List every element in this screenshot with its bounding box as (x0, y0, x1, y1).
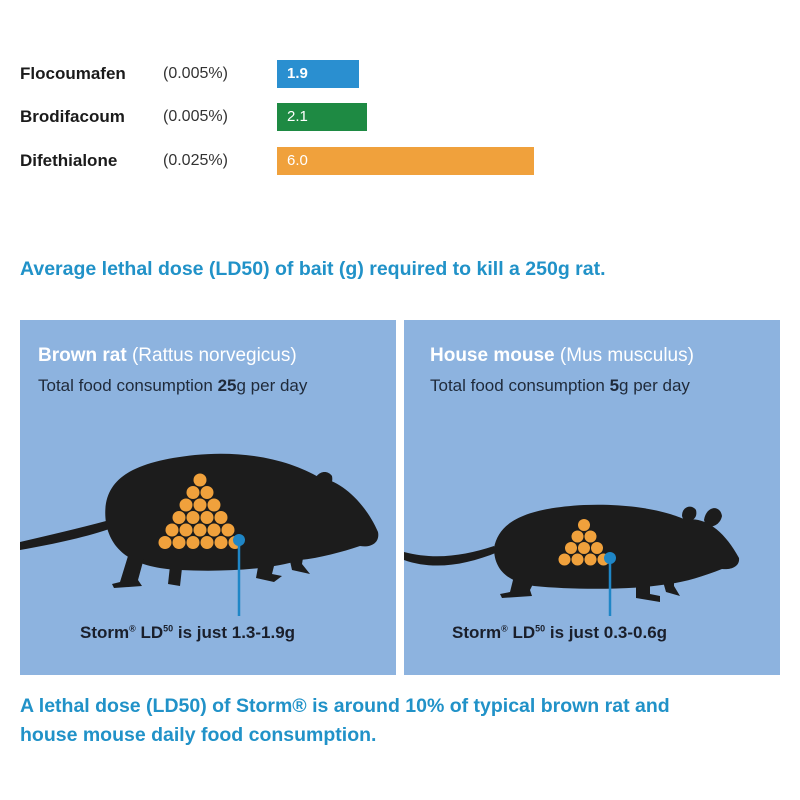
footer-line: A lethal dose (LD50) of Storm® is around… (20, 695, 670, 717)
house-mouse-illustration (404, 504, 740, 616)
ld-text: LD (507, 623, 536, 642)
pellet (200, 511, 214, 524)
pellet (584, 530, 597, 543)
bar-row: Brodifacoum (0.005%) 2.1 (0, 103, 800, 133)
pellet (186, 511, 200, 524)
category-label: Flocoumafen (20, 64, 126, 83)
product-name: Storm (452, 623, 502, 642)
concentration-label: (0.025%) (163, 152, 228, 169)
data-label: 6.0 (287, 152, 308, 169)
consumption-suffix: g per day (619, 376, 690, 395)
ld-superscript: 50 (163, 623, 174, 634)
pointer-dot (233, 534, 245, 546)
food-consumption-text: Total food consumption 5g per day (430, 376, 690, 396)
species-latin-name: (Rattus norvegicus) (126, 345, 297, 366)
ld-text: LD (135, 623, 164, 642)
registered-mark: ® (129, 623, 136, 634)
bar-row: Difethialone (0.025%) 6.0 (0, 147, 800, 177)
pellet (193, 498, 207, 512)
consumption-prefix: Total food consumption (38, 376, 218, 395)
brown-rat-panel: Brown rat (Rattus norvegicus) Total food… (20, 320, 396, 675)
ld-superscript: 50 (535, 623, 546, 634)
species-latin-name: (Mus musculus) (554, 345, 694, 366)
category-label: Brodifacoum (20, 107, 125, 126)
pellet (221, 523, 235, 537)
panel-title: House mouse (Mus musculus) (430, 345, 694, 367)
bar-row: Flocoumafen (0.005%) 1.9 (0, 60, 800, 90)
pellet (214, 536, 228, 549)
pellet (179, 523, 193, 537)
pellet (200, 486, 214, 499)
footer-text: A lethal dose (LD50) of Storm® is around… (20, 692, 790, 750)
pellet (584, 553, 597, 566)
concentration-label: (0.005%) (163, 108, 228, 125)
pellet (571, 553, 584, 566)
bait-pellets (558, 519, 610, 566)
data-label: 1.9 (287, 65, 308, 82)
mouse-silhouette-icon (404, 504, 740, 602)
bar: 6.0 (277, 147, 534, 175)
pellet (179, 498, 193, 512)
ld-range: is just 1.3-1.9g (173, 623, 296, 642)
product-name: Storm (80, 623, 130, 642)
pellet (172, 511, 186, 524)
pellet (165, 523, 179, 537)
ld-range: is just 0.3-0.6g (545, 623, 668, 642)
chart-title: Average lethal dose (LD50) of bait (g) r… (20, 258, 606, 280)
consumption-suffix: g per day (236, 376, 308, 395)
pointer-dot (604, 552, 616, 564)
bar: 2.1 (277, 103, 367, 131)
house-mouse-panel: House mouse (Mus musculus) Total food co… (404, 320, 780, 675)
ld50-label: Storm® LD50 is just 0.3-0.6g (452, 623, 667, 643)
pellet (200, 536, 214, 549)
footer-line: house mouse daily food consumption. (20, 724, 377, 746)
species-name: House mouse (430, 345, 555, 366)
pellet (571, 530, 584, 543)
species-name: Brown rat (38, 345, 127, 366)
panel-title: Brown rat (Rattus norvegicus) (38, 345, 297, 367)
pellet (214, 511, 228, 524)
pellet (158, 536, 172, 549)
pellet (172, 536, 186, 549)
pellet (591, 542, 603, 554)
consumption-amount: 5 (609, 376, 620, 395)
category-label: Difethialone (20, 151, 118, 170)
pellet (193, 523, 207, 537)
pellet (558, 553, 571, 566)
registered-mark: ® (501, 623, 508, 634)
ld50-label: Storm® LD50 is just 1.3-1.9g (80, 623, 295, 643)
pellet (578, 519, 590, 531)
bar: 1.9 (277, 60, 359, 88)
pellet (207, 498, 221, 512)
pellet (207, 523, 221, 537)
brown-rat-illustration (20, 453, 379, 616)
concentration-label: (0.005%) (163, 65, 228, 82)
data-label: 2.1 (287, 108, 308, 125)
consumption-prefix: Total food consumption (430, 376, 610, 395)
pellet (186, 536, 200, 549)
food-consumption-text: Total food consumption 25g per day (38, 376, 307, 396)
pellet (186, 486, 200, 499)
pellet (193, 473, 207, 487)
pellet (578, 542, 590, 554)
pellet (565, 542, 577, 554)
consumption-amount: 25 (217, 376, 237, 395)
